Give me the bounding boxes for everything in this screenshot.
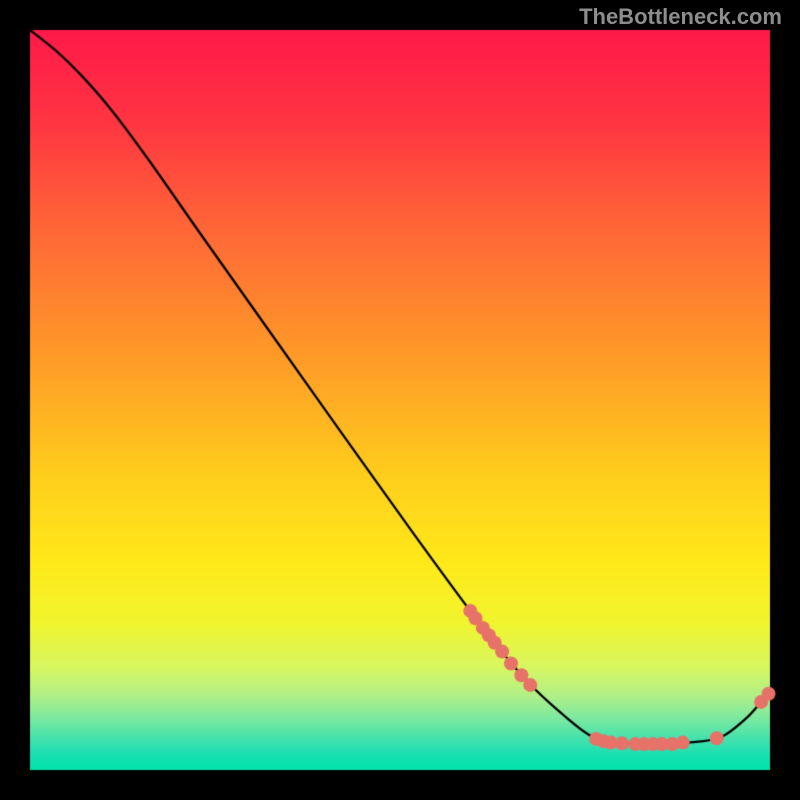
curve-layer [0, 0, 800, 800]
chart-root: TheBottleneck.com [0, 0, 800, 800]
